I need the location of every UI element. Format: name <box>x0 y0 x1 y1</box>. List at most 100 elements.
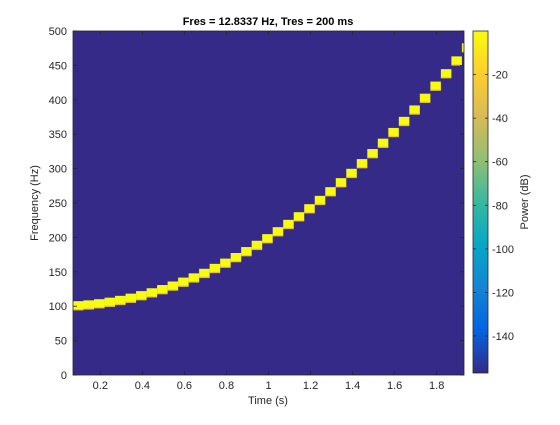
colorbar-ticks: -140 -120 -100 -80 -60 -40 -20 <box>473 70 514 343</box>
ridge-edge <box>461 51 464 53</box>
ridge-edge <box>377 146 389 148</box>
ridge-cell <box>136 291 147 300</box>
y-tick-label: 300 <box>49 164 67 176</box>
ridge-edge <box>178 285 189 287</box>
ridge-edge <box>104 305 116 308</box>
ridge-edge <box>356 166 368 169</box>
x-tick-label: 0.8 <box>219 380 234 392</box>
ridge-cell <box>125 293 137 303</box>
ridge-edge <box>272 234 284 237</box>
ridge-edge <box>125 301 137 303</box>
ridge-edge <box>262 241 273 244</box>
ridge-edge <box>199 276 210 279</box>
ridge-edge <box>230 260 242 263</box>
colorbar-tick-label: -100 <box>492 244 514 256</box>
ridge-cell <box>325 187 336 197</box>
ridge-cell <box>293 212 305 222</box>
y-tick-label: 500 <box>49 26 67 38</box>
spectrogram-ridge <box>73 43 464 311</box>
ridge-cell <box>157 285 168 294</box>
ridge-cell <box>461 43 464 53</box>
ridge-cell <box>440 69 452 78</box>
ridge-edge <box>241 254 252 257</box>
ridge-edge <box>409 113 420 115</box>
ridge-cell <box>304 204 315 214</box>
ridge-edge <box>430 89 441 91</box>
ridge-cell <box>272 227 284 236</box>
y-tick-label: 150 <box>49 267 67 279</box>
ridge-edge <box>136 298 147 301</box>
x-tick-label: 1.2 <box>303 380 318 392</box>
ridge-edge <box>73 308 84 311</box>
x-tick-label: 1.4 <box>345 380 360 392</box>
ridge-cell <box>451 56 462 66</box>
ridge-cell <box>262 234 273 243</box>
y-tick-label: 200 <box>49 232 67 244</box>
y-tick-label: 350 <box>49 129 67 141</box>
y-tick-label: 250 <box>49 198 67 210</box>
ridge-edge <box>146 296 158 298</box>
colorbar-tick-label: -40 <box>492 113 508 125</box>
ridge-edge <box>283 227 294 230</box>
y-axis-label: Frequency (Hz) <box>29 165 41 241</box>
ridge-edge <box>209 271 221 274</box>
ridge-cell <box>115 295 126 305</box>
x-tick-label: 0.4 <box>135 380 150 392</box>
ridge-edge <box>335 185 347 188</box>
ridge-edge <box>94 307 105 309</box>
ridge-edge <box>251 248 263 251</box>
colorbar-tick-label: -60 <box>492 157 508 169</box>
ridge-cell <box>199 268 210 278</box>
ridge-cell <box>356 159 368 168</box>
chart-title: Fres = 12.8337 Hz, Tres = 200 ms <box>183 16 354 28</box>
x-axis-ticks: 0.2 0.4 0.6 0.8 1 1.2 1.4 1.6 1.8 <box>93 31 444 392</box>
x-tick-label: 0.2 <box>93 380 108 392</box>
ridge-edge <box>83 308 95 310</box>
ridge-edge <box>157 292 168 295</box>
ridge-cell <box>104 297 116 307</box>
ridge-cell <box>73 301 84 310</box>
ridge-cell <box>188 273 200 283</box>
y-tick-label: 50 <box>55 336 67 348</box>
ridge-cell <box>83 300 95 310</box>
ridge-edge <box>188 281 200 283</box>
ridge-cell <box>314 195 326 205</box>
y-tick-label: 0 <box>61 370 67 382</box>
ridge-edge <box>220 266 231 268</box>
ridge-edge <box>325 195 336 197</box>
ridge-cell <box>230 252 242 262</box>
x-tick-label: 1.6 <box>387 380 402 392</box>
ridge-cell <box>167 281 179 291</box>
colorbar-label: Power (dB) <box>519 174 531 229</box>
colorbar-tick-label: -80 <box>492 200 508 212</box>
colorbar-tick-label: -20 <box>492 70 508 82</box>
ridge-cell <box>430 81 441 91</box>
ridge-edge <box>314 203 326 206</box>
ridge-cell <box>335 178 347 187</box>
ridge-cell <box>283 219 294 229</box>
ridge-edge <box>367 156 378 159</box>
ridge-edge <box>451 64 462 66</box>
y-tick-label: 100 <box>49 301 67 313</box>
ridge-cell <box>220 258 231 268</box>
ridge-cell <box>388 127 399 137</box>
ridge-edge <box>115 303 126 306</box>
ridge-cell <box>94 299 105 309</box>
ridge-edge <box>167 289 179 291</box>
y-tick-label: 450 <box>49 60 67 72</box>
y-tick-label: 400 <box>49 95 67 107</box>
y-axis-ticks: 0 50 100 150 200 250 300 350 400 450 500 <box>49 26 464 382</box>
ridge-cell <box>409 105 420 115</box>
ridge-edge <box>293 220 305 222</box>
ridge-edge <box>419 101 431 104</box>
ridge-cell <box>419 93 431 103</box>
ridge-cell <box>241 247 252 256</box>
x-tick-label: 1 <box>265 380 271 392</box>
colorbar <box>472 30 489 374</box>
plot-background <box>73 31 464 375</box>
ridge-cell <box>398 116 410 126</box>
colorbar-tick-label: -120 <box>492 287 514 299</box>
x-tick-label: 0.6 <box>177 380 192 392</box>
